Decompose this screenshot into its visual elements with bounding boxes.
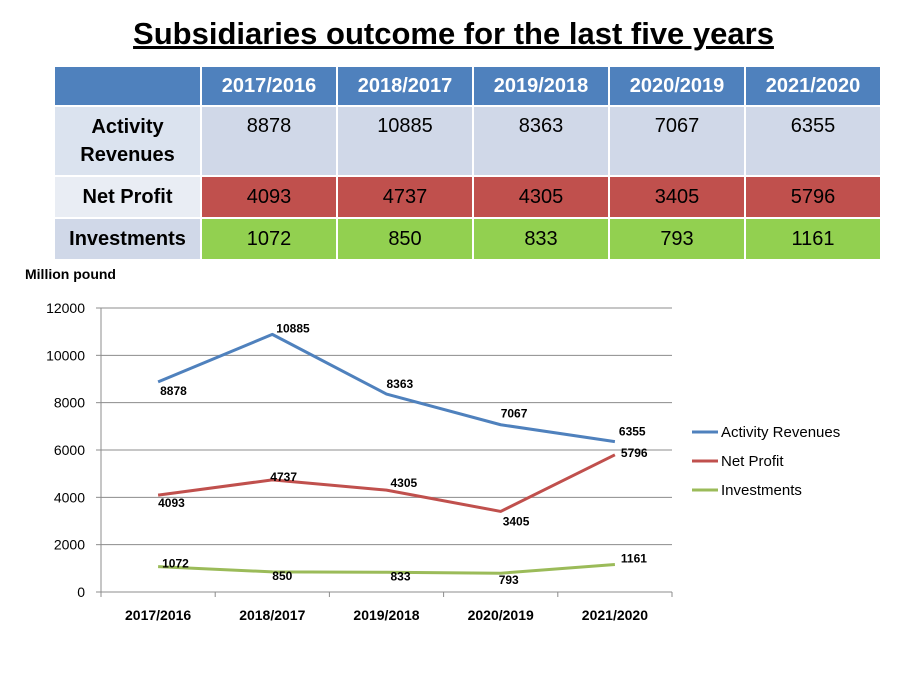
table-row-investments: Investments 1072 850 833 793 1161: [53, 217, 882, 261]
x-tick-label: 2020/2019: [468, 607, 534, 623]
y-tick-label: 10000: [46, 347, 85, 363]
data-label: 3405: [503, 514, 530, 528]
row-header: Investments: [53, 217, 202, 261]
y-tick-label: 0: [77, 584, 85, 600]
legend-label: Activity Revenues: [721, 424, 840, 441]
data-label: 1161: [621, 552, 647, 566]
table-cell: 5796: [744, 175, 882, 219]
table-cell: 8878: [200, 105, 338, 177]
table-row-activity-revenues: Activity Revenues 8878 10885 8363 7067 6…: [53, 105, 882, 177]
data-label: 850: [272, 569, 292, 583]
data-label: 6355: [619, 425, 646, 439]
data-label: 5796: [621, 446, 648, 460]
column-header: 2018/2017: [336, 65, 474, 107]
x-tick-label: 2017/2016: [125, 607, 191, 623]
y-axis-label: Million pound: [25, 266, 116, 282]
page-title: Subsidiaries outcome for the last five y…: [133, 16, 774, 51]
data-label: 4737: [270, 470, 297, 484]
table-cell: 6355: [744, 105, 882, 177]
data-label: 10885: [276, 321, 310, 335]
column-header: 2019/2018: [472, 65, 610, 107]
table-cell: 10885: [336, 105, 474, 177]
table-cell: 793: [608, 217, 746, 261]
table-cell: 4305: [472, 175, 610, 219]
table-corner-cell: [53, 65, 202, 107]
series-line-net-profit: [157, 453, 616, 513]
table-cell: 4737: [336, 175, 474, 219]
x-tick-label: 2018/2017: [239, 607, 305, 623]
table-cell: 833: [472, 217, 610, 261]
column-header: 2020/2019: [608, 65, 746, 107]
legend-label: Investments: [721, 482, 802, 499]
data-label: 8878: [160, 384, 187, 398]
series-line-investments: [158, 563, 616, 575]
data-label: 8363: [387, 377, 414, 391]
line-chart: 0 2000 4000 6000 8000 10000 12000 2017/2016 2018…: [46, 300, 840, 623]
summary-table: 2017/2016 2018/2017 2019/2018 2020/2019 …: [53, 65, 882, 261]
data-label: 1072: [162, 557, 189, 571]
data-label: 833: [391, 569, 411, 583]
column-header: 2017/2016: [200, 65, 338, 107]
table-cell: 3405: [608, 175, 746, 219]
table-cell: 4093: [200, 175, 338, 219]
x-tick-label: 2019/2018: [353, 607, 419, 623]
row-header: Activity Revenues: [53, 105, 202, 177]
table-cell: 1072: [200, 217, 338, 261]
data-label: 4093: [158, 496, 185, 510]
y-tick-label: 12000: [46, 300, 85, 316]
row-header-line: Revenues: [80, 144, 175, 166]
series-line-activity-revenues: [157, 332, 616, 444]
y-tick-label: 4000: [54, 489, 85, 505]
column-header: 2021/2020: [744, 65, 882, 107]
row-header: Net Profit: [53, 175, 202, 219]
table-cell: 8363: [472, 105, 610, 177]
legend-label: Net Profit: [721, 453, 784, 470]
table-header-row: 2017/2016 2018/2017 2019/2018 2020/2019 …: [53, 65, 882, 107]
y-tick-label: 2000: [54, 537, 85, 553]
x-tick-label: 2021/2020: [582, 607, 648, 623]
table-row-net-profit: Net Profit 4093 4737 4305 3405 5796: [53, 175, 882, 219]
data-label: 793: [499, 573, 519, 587]
table-cell: 850: [336, 217, 474, 261]
y-tick-label: 8000: [54, 395, 85, 411]
y-tick-label: 6000: [54, 442, 85, 458]
data-label: 7067: [501, 407, 528, 421]
row-header-line: Activity: [91, 116, 164, 138]
table-cell: 7067: [608, 105, 746, 177]
table-cell: 1161: [744, 217, 882, 261]
data-label: 4305: [391, 476, 418, 490]
